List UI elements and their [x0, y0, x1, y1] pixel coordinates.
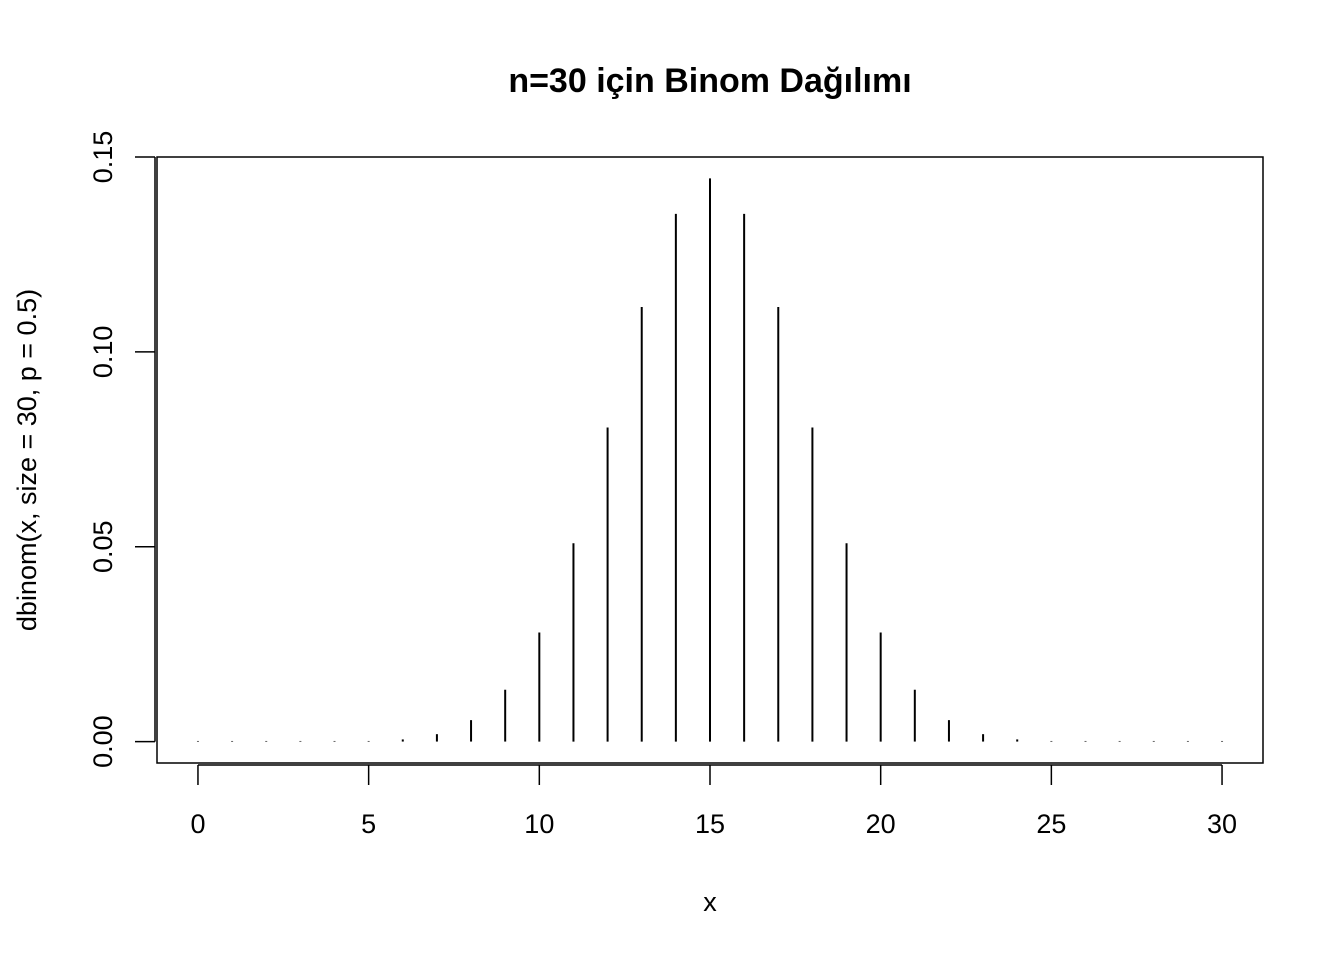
- x-tick-label: 25: [1036, 809, 1066, 839]
- x-tick-label: 15: [695, 809, 725, 839]
- y-tick-label: 0.00: [88, 715, 118, 768]
- y-tick-label: 0.10: [88, 326, 118, 379]
- x-tick-label: 0: [190, 809, 205, 839]
- x-axis: 0 5 10 15 20 25 30: [190, 764, 1237, 839]
- plot-box: [156, 156, 1264, 764]
- y-tick-label: 0.05: [88, 520, 118, 573]
- x-axis-label: x: [703, 887, 717, 917]
- bar-series: [196, 178, 1224, 742]
- y-axis: 0.00 0.05 0.10 0.15: [88, 131, 156, 768]
- y-axis-label: dbinom(x, size = 30, p = 0.5): [12, 289, 42, 631]
- chart-title: n=30 için Binom Dağılımı: [508, 62, 911, 100]
- x-tick-label: 20: [866, 809, 896, 839]
- y-tick-label: 0.15: [88, 131, 118, 184]
- x-tick-label: 5: [361, 809, 376, 839]
- x-tick-label: 10: [524, 809, 554, 839]
- x-tick-label: 30: [1207, 809, 1237, 839]
